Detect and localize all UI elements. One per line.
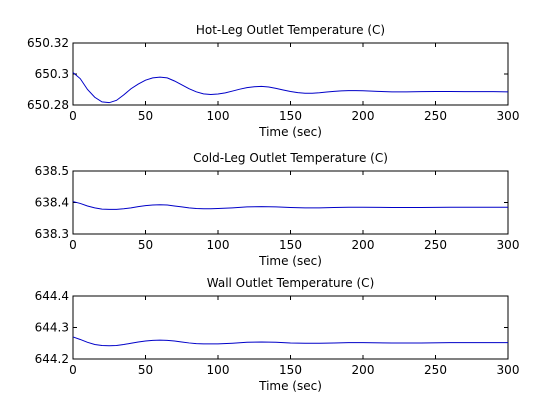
- cold-leg-outlet-temperature-c-ytick-label-0: 638.3: [35, 227, 69, 241]
- hot-leg-outlet-temperature-c-xtick-label-300: 300: [497, 109, 520, 123]
- hot-leg-outlet-temperature-c-xtick-label-100: 100: [207, 109, 230, 123]
- cold-leg-outlet-temperature-c-axes-box: [72, 170, 509, 235]
- hot-leg-outlet-temperature-c-xtick-label-0: 0: [69, 109, 77, 123]
- cold-leg-outlet-temperature-c-title: Cold-Leg Outlet Temperature (C): [193, 151, 388, 165]
- hot-leg-outlet-temperature-c-xlabel: Time (sec): [258, 125, 322, 139]
- wall-outlet-temperature-c-axes-box: [72, 295, 509, 360]
- cold-leg-outlet-temperature-c-xlabel: Time (sec): [258, 254, 322, 268]
- cold-leg-outlet-temperature-c-xtick-label-250: 250: [424, 238, 447, 252]
- cold-leg-outlet-temperature-c-xtick-label-300: 300: [497, 238, 520, 252]
- wall-outlet-temperature-c-ytick-label-1: 644.3: [35, 321, 69, 335]
- cold-leg-outlet-temperature-c-series-line-0: [72, 201, 508, 210]
- wall-outlet-temperature-c-xtick-label-0: 0: [69, 363, 77, 377]
- cold-leg-outlet-temperature-c-xtick-label-0: 0: [69, 238, 77, 252]
- cold-leg-outlet-temperature-c-ytick-label-2: 638.5: [35, 164, 69, 178]
- cold-leg-outlet-temperature-c-xtick-label-150: 150: [279, 238, 302, 252]
- hot-leg-outlet-temperature-c-axes-box: [72, 42, 509, 106]
- hot-leg-outlet-temperature-c-title: Hot-Leg Outlet Temperature (C): [196, 23, 385, 37]
- wall-outlet-temperature-c-title: Wall Outlet Temperature (C): [207, 276, 375, 290]
- hot-leg-outlet-temperature-c-xtick-label-200: 200: [352, 109, 375, 123]
- wall-outlet-temperature-c-xlabel: Time (sec): [258, 379, 322, 393]
- hot-leg-outlet-temperature-c-xtick-label-50: 50: [138, 109, 153, 123]
- wall-outlet-temperature-c-xtick-label-300: 300: [497, 363, 520, 377]
- cold-leg-outlet-temperature-c-xtick-label-200: 200: [352, 238, 375, 252]
- cold-leg-outlet-temperature-c-ytick-label-1: 638.4: [35, 196, 69, 210]
- wall-outlet-temperature-c-xtick-label-50: 50: [138, 363, 153, 377]
- cold-leg-outlet-temperature-c-xtick-label-50: 50: [138, 238, 153, 252]
- hot-leg-outlet-temperature-c-xtick-label-150: 150: [279, 109, 302, 123]
- wall-outlet-temperature-c-ytick-label-0: 644.2: [35, 352, 69, 366]
- wall-outlet-temperature-c-xtick-label-100: 100: [207, 363, 230, 377]
- wall-outlet-temperature-c-xtick-label-250: 250: [424, 363, 447, 377]
- wall-outlet-temperature-c-xtick-label-200: 200: [352, 363, 375, 377]
- hot-leg-outlet-temperature-c-ytick-label-2: 650.32: [27, 36, 69, 50]
- hot-leg-outlet-temperature-c-ytick-label-0: 650.28: [27, 98, 69, 112]
- hot-leg-outlet-temperature-c-ytick-label-1: 650.3: [35, 67, 69, 81]
- hot-leg-outlet-temperature-c-series-line-0: [72, 72, 509, 104]
- cold-leg-outlet-temperature-c-xtick-label-100: 100: [207, 238, 230, 252]
- wall-outlet-temperature-c-xtick-label-150: 150: [279, 363, 302, 377]
- hot-leg-outlet-temperature-c-xtick-label-250: 250: [424, 109, 447, 123]
- wall-outlet-temperature-c-series-line-0: [72, 336, 508, 347]
- wall-outlet-temperature-c-ytick-label-2: 644.4: [35, 289, 69, 303]
